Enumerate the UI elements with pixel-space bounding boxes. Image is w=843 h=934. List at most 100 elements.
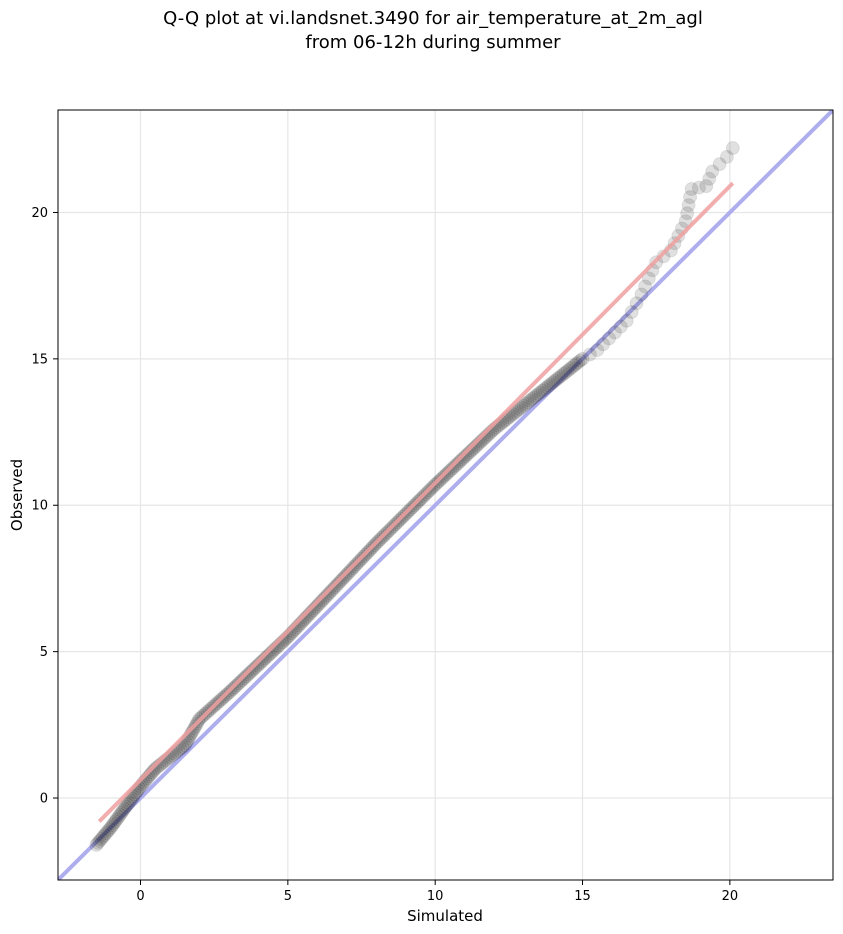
quantile-point bbox=[656, 249, 671, 264]
quantile-point bbox=[117, 801, 132, 816]
chart-title-line-1: Q-Q plot at vi.landsnet.3490 for air_tem… bbox=[163, 8, 703, 29]
quantile-point bbox=[558, 365, 573, 380]
quantile-point bbox=[322, 586, 337, 601]
quantile-point bbox=[552, 370, 567, 385]
quantile-point bbox=[565, 360, 580, 375]
quantile-point bbox=[535, 383, 550, 398]
quantile-point bbox=[115, 803, 130, 818]
y-tick-label: 15 bbox=[31, 352, 48, 367]
quantile-point bbox=[590, 343, 605, 358]
quantile-point bbox=[638, 279, 653, 294]
quantile-point bbox=[634, 287, 649, 302]
quantile-point bbox=[114, 805, 129, 820]
quantile-point bbox=[108, 814, 123, 829]
x-tick-label: 15 bbox=[574, 889, 591, 904]
quantile-point bbox=[681, 198, 696, 213]
quantile-point bbox=[548, 373, 563, 388]
quantile-point bbox=[320, 587, 335, 602]
quantile-point bbox=[699, 179, 714, 194]
y-axis-ticks: 0 5 10 15 20 bbox=[31, 206, 58, 807]
x-tick-label: 20 bbox=[722, 889, 739, 904]
x-tick-label: 10 bbox=[427, 889, 444, 904]
quantile-point bbox=[607, 325, 622, 340]
quantile-point bbox=[531, 386, 546, 401]
quantile-point bbox=[546, 375, 561, 390]
quantile-point bbox=[537, 381, 552, 396]
quantile-point bbox=[120, 797, 135, 812]
quantile-point bbox=[248, 660, 263, 675]
quantile-point bbox=[520, 395, 535, 410]
x-tick-label: 5 bbox=[284, 889, 292, 904]
quantile-point bbox=[518, 397, 533, 412]
quantile-point bbox=[250, 658, 265, 673]
quantile-point bbox=[619, 313, 634, 328]
quantile-point bbox=[106, 816, 121, 831]
quantile-point bbox=[118, 799, 133, 814]
quantile-point bbox=[516, 398, 531, 413]
x-axis-ticks: 0 5 10 15 20 bbox=[136, 880, 738, 904]
quantile-point bbox=[124, 791, 139, 806]
quantile-point bbox=[575, 351, 590, 366]
identity-reference-line bbox=[58, 110, 833, 880]
y-tick-label: 20 bbox=[31, 206, 48, 221]
quantile-point bbox=[554, 368, 569, 383]
quantile-point bbox=[246, 662, 261, 677]
quantile-point bbox=[121, 795, 136, 810]
quantile-point bbox=[454, 452, 469, 467]
quantile-point bbox=[560, 363, 575, 378]
quantile-point bbox=[550, 371, 565, 386]
quantile-point bbox=[571, 355, 586, 370]
quantile-point bbox=[539, 380, 554, 395]
quantile-point bbox=[624, 305, 639, 320]
quantile-point bbox=[702, 171, 717, 186]
quantile-point bbox=[456, 450, 471, 465]
quantile-point bbox=[514, 400, 529, 415]
quantile-point bbox=[123, 793, 138, 808]
quantile-point bbox=[506, 407, 521, 422]
quantile-point bbox=[451, 456, 465, 471]
quantile-point bbox=[177, 738, 192, 753]
y-tick-label: 0 bbox=[40, 792, 48, 807]
quantile-point bbox=[329, 578, 344, 593]
quantile-point bbox=[582, 347, 597, 362]
quantile-point bbox=[602, 331, 617, 346]
quantile-point bbox=[318, 589, 333, 604]
quantile-point bbox=[242, 665, 257, 680]
quantile-point bbox=[678, 214, 693, 229]
quantile-point bbox=[327, 580, 342, 595]
quantile-point bbox=[525, 392, 540, 407]
quantile-point bbox=[239, 669, 254, 684]
quantile-point bbox=[244, 664, 259, 679]
quantile-point bbox=[556, 366, 571, 381]
quantile-point bbox=[111, 810, 126, 825]
quantile-point bbox=[567, 358, 582, 373]
quantile-point bbox=[112, 808, 127, 823]
quantile-point bbox=[705, 164, 720, 179]
quantile-point bbox=[510, 403, 525, 418]
quantile-point bbox=[92, 833, 107, 848]
quantile-point bbox=[95, 830, 110, 845]
quantile-point bbox=[90, 835, 105, 850]
quantile-point bbox=[543, 376, 558, 391]
quantile-point bbox=[527, 390, 542, 405]
quantile-point bbox=[324, 584, 339, 599]
quantile-point bbox=[102, 822, 117, 837]
fit-line bbox=[97, 181, 735, 823]
quantile-point bbox=[613, 319, 628, 334]
quantile-point bbox=[325, 582, 340, 597]
quantile-point bbox=[683, 190, 698, 205]
quantile-point bbox=[447, 459, 462, 474]
quantile-point bbox=[712, 157, 727, 172]
quantile-point bbox=[89, 837, 104, 852]
quantile-point bbox=[719, 149, 734, 164]
y-axis-label: Observed bbox=[8, 459, 26, 531]
quantile-point bbox=[97, 828, 112, 843]
quantile-point bbox=[529, 388, 544, 403]
chart-title: Q-Q plot at vi.landsnet.3490 for air_tem… bbox=[163, 8, 703, 53]
quantile-point bbox=[104, 820, 119, 835]
plot-frame bbox=[57, 109, 834, 881]
quantile-point bbox=[680, 206, 695, 221]
quantile-point bbox=[562, 361, 577, 376]
x-axis-label: Simulated bbox=[407, 907, 483, 925]
quantile-point bbox=[725, 141, 740, 156]
